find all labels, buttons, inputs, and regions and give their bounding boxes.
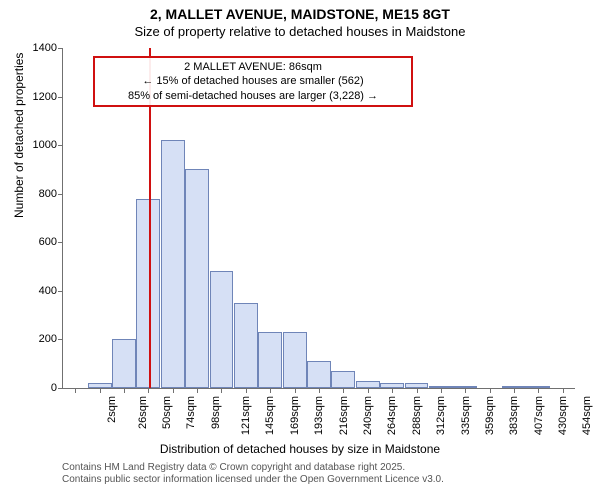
x-tick-mark — [514, 388, 515, 393]
x-tick-mark — [295, 388, 296, 393]
histogram-bar — [258, 332, 282, 388]
x-tick-label: 193sqm — [313, 396, 325, 435]
x-tick-mark — [246, 388, 247, 393]
y-tick-label: 1400 — [23, 42, 57, 54]
licence-line-2: Contains public sector information licen… — [62, 474, 444, 486]
y-tick-label: 0 — [23, 382, 57, 394]
chart-title: 2, MALLET AVENUE, MAIDSTONE, ME15 8GT — [0, 0, 600, 22]
marker-annotation-box: 2 MALLET AVENUE: 86sqm← 15% of detached … — [93, 56, 413, 107]
x-tick-mark — [538, 388, 539, 393]
licence-text: Contains HM Land Registry data © Crown c… — [62, 462, 444, 486]
x-tick-mark — [221, 388, 222, 393]
x-tick-label: 335sqm — [460, 396, 472, 435]
y-tick-label: 1000 — [23, 139, 57, 151]
x-tick-mark — [343, 388, 344, 393]
x-tick-mark — [563, 388, 564, 393]
x-tick-mark — [100, 388, 101, 393]
x-axis-label: Distribution of detached houses by size … — [0, 442, 600, 456]
x-tick-mark — [441, 388, 442, 393]
marker-annotation-line: ← 15% of detached houses are smaller (56… — [101, 74, 405, 88]
x-tick-label: 359sqm — [484, 396, 496, 435]
chart-subtitle: Size of property relative to detached ho… — [0, 24, 600, 39]
y-tick-mark — [58, 291, 63, 292]
x-tick-label: 74sqm — [185, 396, 197, 429]
y-tick-label: 600 — [23, 236, 57, 248]
licence-line-1: Contains HM Land Registry data © Crown c… — [62, 462, 444, 474]
y-tick-label: 400 — [23, 285, 57, 297]
x-tick-mark — [465, 388, 466, 393]
y-tick-mark — [58, 194, 63, 195]
y-tick-mark — [58, 339, 63, 340]
y-tick-label: 1200 — [23, 91, 57, 103]
x-tick-mark — [417, 388, 418, 393]
x-tick-label: 454sqm — [582, 396, 594, 435]
x-tick-mark — [197, 388, 198, 393]
histogram-bar — [210, 271, 234, 388]
y-tick-mark — [58, 242, 63, 243]
histogram-bar — [161, 140, 185, 388]
x-tick-mark — [319, 388, 320, 393]
x-tick-label: 383sqm — [508, 396, 520, 435]
y-tick-mark — [58, 388, 63, 389]
x-tick-label: 26sqm — [137, 396, 149, 429]
x-tick-label: 264sqm — [387, 396, 399, 435]
x-tick-mark — [148, 388, 149, 393]
x-tick-label: 312sqm — [435, 396, 447, 435]
x-tick-mark — [75, 388, 76, 393]
x-tick-label: 121sqm — [240, 396, 252, 435]
x-tick-mark — [392, 388, 393, 393]
histogram-bar — [307, 361, 331, 388]
x-tick-label: 145sqm — [265, 396, 277, 435]
histogram-bar — [283, 332, 307, 388]
x-tick-mark — [124, 388, 125, 393]
x-tick-label: 50sqm — [161, 396, 173, 429]
histogram-bar — [356, 381, 380, 388]
y-tick-mark — [58, 97, 63, 98]
y-tick-label: 200 — [23, 333, 57, 345]
marker-annotation-line: 2 MALLET AVENUE: 86sqm — [101, 60, 405, 74]
x-tick-mark — [173, 388, 174, 393]
x-tick-label: 288sqm — [411, 396, 423, 435]
x-tick-label: 2sqm — [106, 396, 118, 423]
y-tick-mark — [58, 145, 63, 146]
x-tick-label: 98sqm — [210, 396, 222, 429]
histogram-bar — [112, 339, 136, 388]
x-tick-mark — [490, 388, 491, 393]
x-tick-label: 216sqm — [338, 396, 350, 435]
chart-plot-area: 02004006008001000120014002sqm26sqm50sqm7… — [62, 48, 575, 389]
x-tick-label: 407sqm — [533, 396, 545, 435]
x-tick-label: 430sqm — [557, 396, 569, 435]
histogram-bar — [185, 169, 209, 388]
histogram-bar — [331, 371, 355, 388]
y-tick-label: 800 — [23, 188, 57, 200]
histogram-bar — [234, 303, 258, 388]
x-tick-label: 169sqm — [289, 396, 301, 435]
marker-annotation-line: 85% of semi-detached houses are larger (… — [101, 89, 405, 103]
x-tick-label: 240sqm — [362, 396, 374, 435]
y-tick-mark — [58, 48, 63, 49]
x-tick-mark — [270, 388, 271, 393]
x-tick-mark — [368, 388, 369, 393]
